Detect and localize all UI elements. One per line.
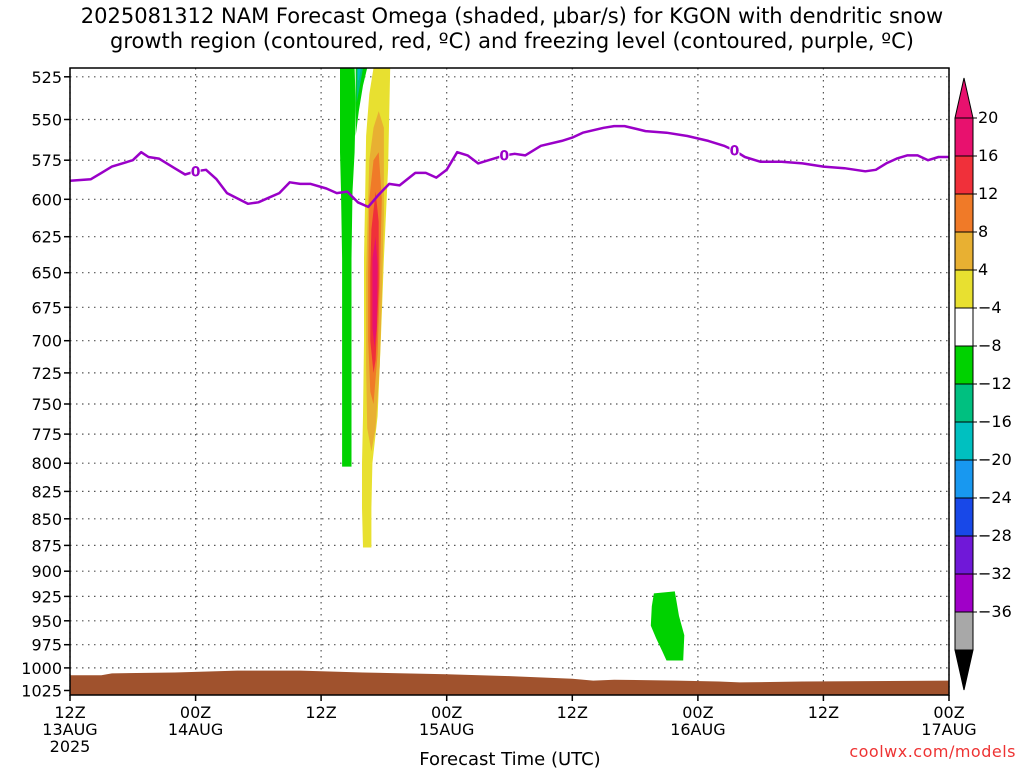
x-tick-label-6: 12Z [808, 703, 839, 722]
grid [69, 68, 950, 695]
colorbar-segment-9 [954, 459, 974, 499]
colorbar-label-9: −20 [978, 450, 1012, 469]
credit-text: coolwx.com/models [849, 742, 1016, 761]
omega-region-3 [357, 68, 361, 81]
freezing-level: 0 0 0 [70, 124, 949, 209]
y-tick-label-5: 650 [31, 264, 62, 283]
colorbar-segment-6 [954, 345, 974, 385]
x-tick-label-0-line-0: 12Z [54, 703, 85, 722]
x-tick-label-3-line-1: 15AUG [419, 720, 474, 739]
x-tick-label-1-line-1: 14AUG [168, 720, 223, 739]
y-tick-label-8: 725 [31, 364, 62, 383]
colorbar-segment-0 [954, 117, 974, 157]
x-axis-title: Forecast Time (UTC) [419, 749, 600, 768]
colorbar-label-12: −32 [978, 564, 1012, 583]
colorbar-label-1: 16 [978, 146, 998, 165]
freezing-label-bg-2 [729, 143, 740, 158]
x-tick-label-0-line-1: 13AUG [42, 720, 97, 739]
x-tick-label-6-line-0: 12Z [808, 703, 839, 722]
surface-terrain [70, 670, 949, 695]
colorbar-segment-11 [954, 535, 974, 575]
x-tick-label-4-line-0: 12Z [557, 703, 588, 722]
colorbar-label-5: −4 [978, 298, 1002, 317]
omega-region-0 [340, 68, 356, 467]
colorbar-segment-10 [954, 497, 974, 537]
colorbar-label-3: 8 [978, 222, 988, 241]
colorbar-label-7: −12 [978, 374, 1012, 393]
y-tick-label-20: 1025 [21, 682, 62, 701]
colorbar-segment-1 [954, 155, 974, 195]
freezing-label-bg-1 [499, 148, 510, 163]
x-tick-label-7-line-1: 17AUG [921, 720, 976, 739]
colorbar-label-8: −16 [978, 412, 1012, 431]
colorbar-label-13: −36 [978, 602, 1012, 621]
colorbar-bottom-arrow [954, 649, 974, 691]
y-tick-label-4: 625 [31, 228, 62, 247]
y-axis: 525 550 575 600 625 650 675 700 725 750 775 800 825 8… [21, 68, 70, 701]
colorbar-segment-12 [954, 573, 974, 613]
x-tick-label-2: 12Z [305, 703, 336, 722]
y-tick-label-1: 550 [31, 111, 62, 130]
colorbar-segment-7 [954, 383, 974, 423]
y-tick-label-3: 600 [31, 190, 62, 209]
chart-title: 2025081312 NAM Forecast Omega (shaded, μ… [80, 4, 944, 53]
colorbar-label-11: −28 [978, 526, 1012, 545]
y-tick-label-12: 825 [31, 482, 62, 501]
y-tick-label-9: 750 [31, 395, 62, 414]
colorbar: 20 16 12 8 4 −4 −8 −12 −16 −20 −24 −28 −32 −36 [954, 77, 1012, 691]
x-tick-label-7: 00Z 17AUG [921, 703, 976, 739]
omega-region-9 [372, 236, 378, 348]
colorbar-label-6: −8 [978, 336, 1002, 355]
colorbar-label-10: −24 [978, 488, 1012, 507]
x-tick-label-0: 12Z 13AUG 2025 [42, 703, 97, 756]
y-tick-label-7: 700 [31, 332, 62, 351]
omega-shading [340, 68, 685, 661]
x-tick-label-3: 00Z 15AUG [419, 703, 474, 739]
colorbar-segment-2 [954, 193, 974, 233]
x-tick-label-7-line-0: 00Z [933, 703, 964, 722]
surface-fill [70, 670, 949, 695]
x-tick-label-1: 00Z 14AUG [168, 703, 223, 739]
y-tick-label-17: 950 [31, 612, 62, 631]
y-tick-label-11: 800 [31, 454, 62, 473]
x-tick-label-2-line-0: 12Z [305, 703, 336, 722]
colorbar-segment-13 [954, 611, 974, 651]
colorbar-segment-8 [954, 421, 974, 461]
y-tick-label-18: 975 [31, 636, 62, 655]
freezing-label-bg-0 [190, 164, 201, 179]
x-tick-label-1-line-0: 00Z [180, 703, 211, 722]
x-tick-label-5-line-0: 00Z [682, 703, 713, 722]
plot-frame [69, 67, 950, 696]
colorbar-label-0: 20 [978, 108, 998, 127]
x-tick-label-5-line-1: 16AUG [670, 720, 725, 739]
x-tick-label-4: 12Z [557, 703, 588, 722]
y-tick-label-16: 925 [31, 587, 62, 606]
freezing-label-0: 0 [191, 164, 201, 180]
colorbar-segment-3 [954, 231, 974, 271]
omega-region-4 [650, 591, 685, 661]
plot-area [70, 68, 949, 695]
freezing-label-2: 0 [730, 144, 740, 160]
colorbar-top-arrow [954, 77, 974, 119]
colorbar-segment-4 [954, 269, 974, 309]
y-tick-label-15: 900 [31, 562, 62, 581]
x-tick-label-0-line-2: 2025 [50, 737, 91, 756]
x-tick-label-3-line-0: 00Z [431, 703, 462, 722]
y-tick-label-6: 675 [31, 298, 62, 317]
y-tick-label-2: 575 [31, 151, 62, 170]
y-tick-label-14: 875 [31, 536, 62, 555]
colorbar-label-2: 12 [978, 184, 998, 203]
colorbar-segment-5 [954, 307, 974, 347]
y-tick-label-10: 775 [31, 425, 62, 444]
x-tick-label-5: 00Z 16AUG [670, 703, 725, 739]
y-tick-label-19: 1000 [21, 659, 62, 678]
y-tick-label-13: 850 [31, 510, 62, 529]
freezing-label-1: 0 [499, 148, 509, 164]
y-tick-label-0: 525 [31, 68, 62, 87]
colorbar-label-4: 4 [978, 260, 988, 279]
